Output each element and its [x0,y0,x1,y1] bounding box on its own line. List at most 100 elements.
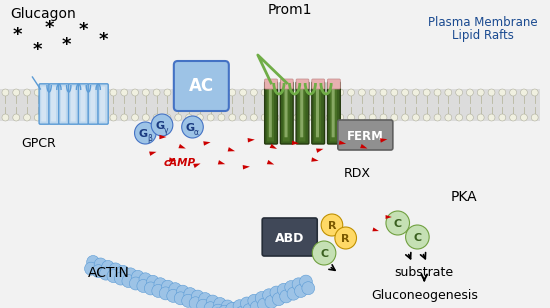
Circle shape [99,89,106,96]
Circle shape [270,286,283,299]
Circle shape [184,288,196,301]
Circle shape [146,275,160,288]
Text: γ: γ [164,125,168,135]
FancyBboxPatch shape [100,87,105,121]
Circle shape [248,294,261,307]
Circle shape [261,114,268,121]
Circle shape [121,89,128,96]
Circle shape [337,89,344,96]
FancyBboxPatch shape [314,84,321,141]
Polygon shape [339,140,346,145]
FancyBboxPatch shape [69,84,79,124]
Text: FERM: FERM [347,129,384,143]
FancyBboxPatch shape [280,82,293,144]
Circle shape [45,89,52,96]
Polygon shape [386,215,392,219]
FancyBboxPatch shape [90,87,95,121]
Circle shape [124,268,137,281]
Circle shape [89,114,95,121]
Circle shape [191,290,204,303]
Circle shape [161,280,174,293]
Circle shape [151,114,173,136]
Text: C: C [413,233,421,243]
Circle shape [122,274,135,288]
Text: *: * [45,19,54,37]
Circle shape [160,287,172,300]
Circle shape [283,89,290,96]
Circle shape [380,89,387,96]
FancyBboxPatch shape [316,87,319,137]
Circle shape [185,89,192,96]
FancyBboxPatch shape [269,87,272,137]
Circle shape [129,277,142,290]
Circle shape [56,114,63,121]
FancyBboxPatch shape [88,84,98,124]
Circle shape [107,270,120,282]
Circle shape [488,114,495,121]
FancyBboxPatch shape [338,120,393,150]
Circle shape [233,300,246,308]
Circle shape [272,89,279,96]
FancyBboxPatch shape [330,84,337,141]
Circle shape [175,89,182,96]
Circle shape [207,114,214,121]
Circle shape [477,89,484,96]
FancyBboxPatch shape [283,84,290,141]
Circle shape [499,89,506,96]
Circle shape [348,114,355,121]
Circle shape [337,114,344,121]
Polygon shape [160,135,167,139]
Circle shape [221,300,234,308]
Circle shape [255,292,268,305]
FancyBboxPatch shape [296,82,309,144]
Circle shape [456,114,463,121]
Circle shape [510,114,516,121]
Circle shape [142,89,149,96]
Circle shape [531,89,538,96]
Circle shape [117,265,129,278]
Circle shape [272,293,285,306]
Circle shape [24,89,30,96]
Circle shape [114,272,127,285]
Circle shape [359,89,365,96]
Circle shape [34,89,41,96]
Circle shape [89,89,95,96]
Circle shape [236,305,249,308]
Circle shape [167,289,179,302]
Circle shape [369,89,376,96]
Circle shape [272,114,279,121]
Circle shape [87,256,100,269]
Circle shape [315,114,322,121]
Circle shape [402,89,409,96]
Polygon shape [218,160,226,164]
Circle shape [102,261,114,274]
FancyBboxPatch shape [327,82,340,144]
Polygon shape [267,160,274,164]
Circle shape [261,89,268,96]
Circle shape [240,89,246,96]
Text: *: * [62,36,72,54]
Text: substrate: substrate [395,265,454,278]
Circle shape [174,292,187,305]
Polygon shape [270,144,277,149]
Text: AC: AC [189,77,214,95]
Circle shape [445,89,452,96]
FancyBboxPatch shape [284,87,288,137]
Circle shape [321,214,343,236]
FancyBboxPatch shape [39,84,50,124]
Text: G: G [156,121,164,131]
Circle shape [189,297,202,308]
Polygon shape [169,157,176,162]
Text: Prom1: Prom1 [267,3,312,17]
Circle shape [131,89,139,96]
FancyBboxPatch shape [49,84,59,124]
Circle shape [34,114,41,121]
Circle shape [185,114,192,121]
Circle shape [207,89,214,96]
Circle shape [335,227,356,249]
Polygon shape [372,227,379,231]
Circle shape [424,89,430,96]
Circle shape [164,89,171,96]
Circle shape [13,89,20,96]
Circle shape [434,89,441,96]
